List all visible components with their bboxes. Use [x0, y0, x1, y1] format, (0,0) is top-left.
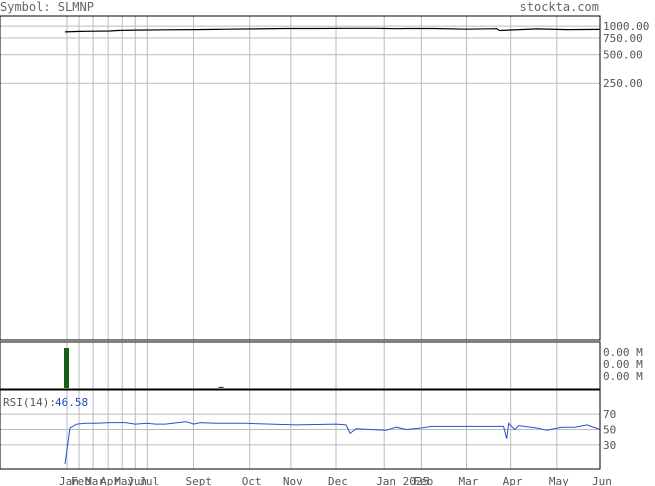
x-tick-label: Jan	[59, 475, 79, 486]
rsi-tick-label: 50	[603, 424, 616, 437]
x-tick-label: Jun	[127, 475, 147, 486]
rsi-current-value: 46.58	[55, 396, 88, 409]
x-tick-label: Feb	[413, 475, 433, 486]
volume-bar	[64, 348, 70, 388]
rsi-label: RSI(14):	[3, 396, 56, 409]
x-tick-label: Apr	[100, 475, 120, 486]
rsi-tick-label: 70	[603, 408, 616, 421]
rsi-tick-label: 30	[603, 439, 616, 452]
volume-tick-label: 0.00 M	[603, 346, 643, 359]
price-tick-label: 250.00	[603, 77, 643, 90]
volume-bar	[218, 386, 224, 388]
rsi-series	[64, 421, 601, 465]
x-tick-label: Jan 2025	[376, 475, 429, 486]
x-tick-label: May	[114, 475, 134, 486]
volume-series	[64, 348, 224, 388]
price-tick-label: 500.00	[603, 49, 643, 62]
x-tick-label: Mar	[459, 475, 479, 486]
rsi-line	[64, 421, 601, 465]
price-line	[64, 27, 601, 33]
x-tick-label: Jul	[139, 475, 159, 486]
site-label[interactable]: stockta.com	[520, 0, 599, 14]
x-tick-label: Mar	[85, 475, 105, 486]
symbol-label: Symbol: SLMNP	[0, 0, 94, 14]
grid-lines	[0, 16, 601, 469]
volume-tick-label: 0.00 M	[603, 370, 643, 383]
volume-tick-label: 0.00 M	[603, 358, 643, 371]
x-tick-label: Oct	[242, 475, 262, 486]
price-panel	[0, 15, 601, 341]
price-tick-label: 750.00	[603, 32, 643, 45]
x-tick-label: Nov	[283, 475, 303, 486]
x-tick-label: Apr	[503, 475, 523, 486]
x-tick-label: Feb	[71, 475, 91, 486]
x-tick-label: May	[549, 475, 569, 486]
price-tick-label: 1000.00	[603, 20, 649, 33]
x-tick-label: Jun	[592, 475, 612, 486]
x-tick-label: Sept	[185, 475, 212, 486]
x-tick-label: Dec	[328, 475, 348, 486]
price-series	[64, 27, 601, 33]
volume-panel	[0, 341, 601, 390]
